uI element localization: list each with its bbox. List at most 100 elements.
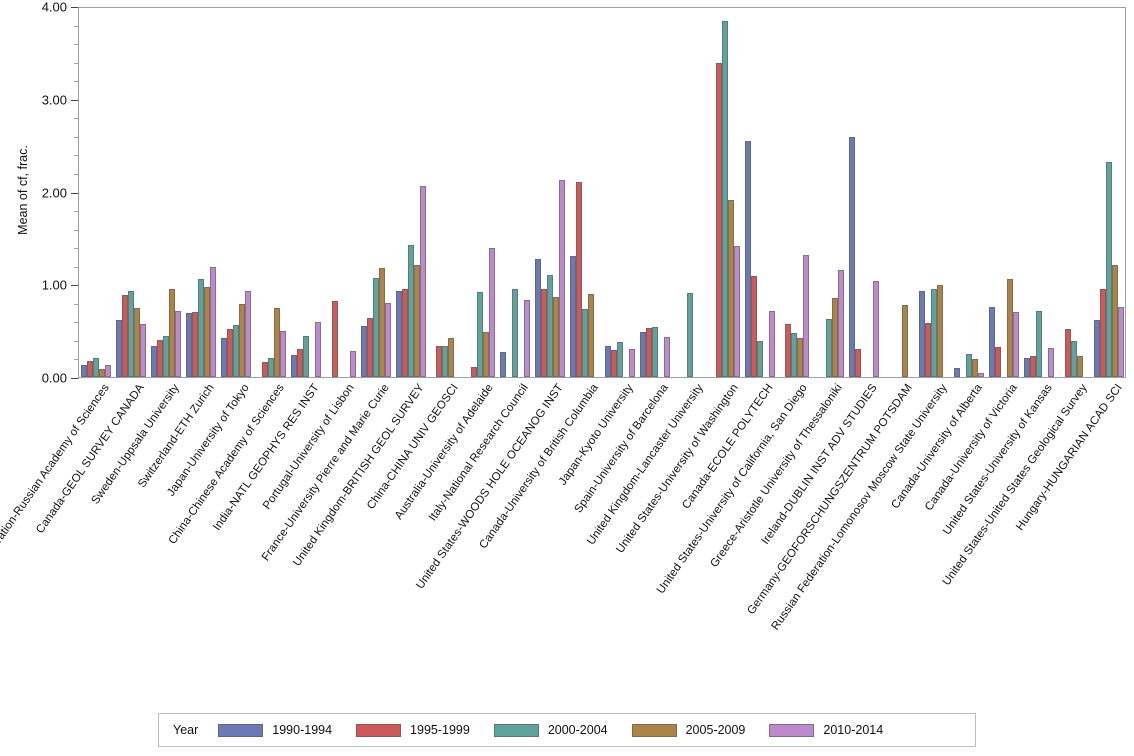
bar-group [919, 8, 949, 377]
bar [1035, 311, 1042, 377]
bar [785, 324, 792, 377]
bar [204, 287, 211, 377]
bar [163, 336, 170, 377]
bar [134, 308, 141, 377]
bar [1117, 306, 1124, 377]
x-axis-tick-label: Greece-Aristotle University of Thessalon… [708, 382, 846, 570]
bar [87, 361, 94, 377]
bar [1099, 288, 1106, 377]
bar [448, 338, 455, 377]
y-axis-minor-tick [74, 81, 79, 83]
bar [1076, 355, 1083, 377]
bar [1111, 264, 1118, 377]
bar-group [395, 8, 426, 377]
bar [826, 318, 833, 377]
bar [925, 323, 932, 377]
bar-group [1093, 8, 1124, 377]
legend-swatch [356, 723, 402, 737]
bar [500, 351, 507, 377]
y-axis-minor-tick [74, 136, 79, 138]
bar [1064, 328, 1071, 377]
bar [290, 354, 297, 377]
bar [1023, 358, 1030, 377]
bar [1093, 319, 1100, 377]
bar [721, 20, 728, 377]
y-axis-tick-label: 1.00 [41, 277, 67, 293]
bar [832, 298, 839, 377]
bar [261, 362, 268, 377]
x-axis-tick-label: France-University Pierre and Marie Curie [259, 382, 392, 564]
legend-item[interactable]: 1995-1999 [356, 723, 470, 737]
x-axis-labels: Russian Federation-Russian Academy of Sc… [0, 382, 1134, 702]
bar [360, 326, 367, 377]
legend-swatch [769, 723, 815, 737]
y-axis-minor-tick [74, 229, 79, 231]
bar [768, 311, 775, 377]
bar [366, 317, 373, 377]
y-axis-minor-tick [74, 62, 79, 64]
bar [401, 288, 408, 377]
bar [937, 285, 944, 377]
bar-group [535, 8, 566, 377]
bar [210, 266, 217, 377]
legend-item[interactable]: 2010-2014 [769, 723, 883, 737]
bar [553, 297, 560, 377]
legend-item-label: 1995-1999 [410, 723, 470, 737]
bar-group [639, 8, 670, 377]
y-axis-major-tick [71, 99, 79, 101]
bar [395, 290, 402, 377]
bar [471, 366, 478, 377]
bar [733, 246, 740, 377]
bar [477, 291, 484, 377]
legend-item-label: 2010-2014 [823, 723, 884, 737]
bar-group [151, 8, 182, 377]
y-axis-minor-tick [74, 118, 79, 120]
legend-swatch [493, 723, 539, 737]
bar [157, 339, 164, 377]
plot-area [79, 7, 1126, 378]
bar [604, 346, 611, 377]
bar [547, 274, 554, 377]
y-axis-major-tick [71, 378, 79, 379]
legend-item[interactable]: 1990-1994 [218, 723, 332, 737]
bar [988, 307, 995, 377]
legend-item[interactable]: 2005-2009 [631, 723, 745, 737]
bar [628, 349, 635, 377]
bar [384, 302, 391, 377]
legend-item[interactable]: 2000-2004 [493, 723, 608, 737]
y-axis-spine [78, 7, 79, 379]
bar [1006, 278, 1013, 377]
bar [803, 254, 810, 377]
bar-group [500, 8, 531, 377]
y-axis-tick-label: 3.00 [41, 92, 67, 108]
bar-group [849, 8, 880, 377]
y-axis-major-tick [71, 7, 79, 8]
bar-group [744, 8, 775, 377]
bar [245, 290, 252, 377]
bar [994, 347, 1001, 377]
bar-group [570, 8, 600, 377]
bar-group [430, 8, 460, 377]
x-axis-tick-label: United Kingdom-BRITISH GEOL SURVEY [290, 382, 427, 569]
bar [873, 281, 880, 377]
bar [198, 278, 205, 377]
bar [122, 295, 129, 377]
bar-group [1023, 8, 1054, 377]
bar-group [779, 8, 810, 377]
bar [279, 330, 286, 377]
bar [267, 357, 274, 377]
x-axis-tick-label: Germany-GEOFORSCHUNGSZENTRUM POTSDAM [745, 382, 915, 617]
y-axis-minor-tick [74, 303, 79, 305]
y-axis-major-tick [71, 285, 79, 287]
bar [99, 368, 106, 377]
bar [372, 277, 379, 377]
bar [902, 304, 909, 377]
bar [639, 331, 646, 377]
y-axis-tick-label: 0.00 [41, 370, 67, 386]
bar [1012, 312, 1019, 377]
y-axis-minor-tick [74, 25, 79, 27]
bar [971, 359, 978, 377]
bar-group [953, 8, 984, 377]
bar [105, 364, 112, 377]
bar [750, 275, 757, 377]
